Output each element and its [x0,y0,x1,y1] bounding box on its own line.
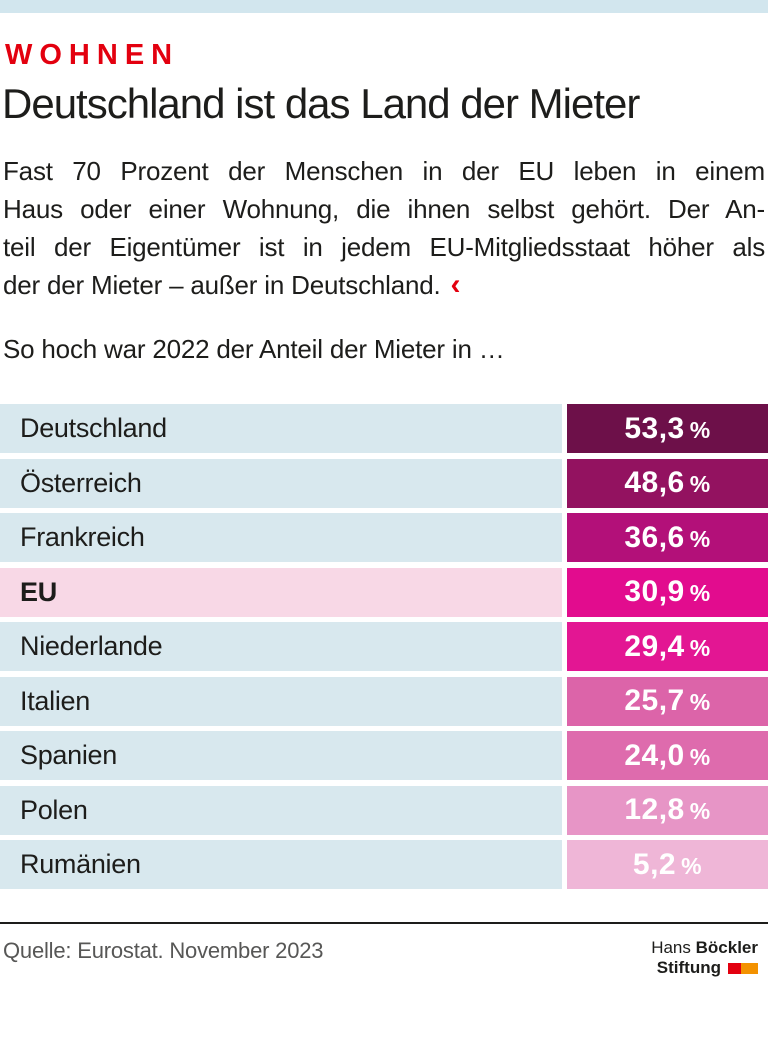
value-number: 30,9 [624,575,685,609]
value-badge: 36,6% [567,513,768,563]
logo-name-regular: Hans [651,938,691,958]
intro-line: teil der Eigentümer ist in jedem EU-Mitg… [3,232,765,263]
value-badge: 5,2% [567,840,768,890]
value-number: 53,3 [624,411,685,445]
country-label: Frankreich [0,513,562,563]
source-note: Quelle: Eurostat. November 2023 [3,938,324,964]
intro-paragraph: Fast 70 Prozent der Menschen in der EU l… [3,152,765,304]
country-label: Deutschland [0,404,562,454]
logo-squares [728,963,758,975]
table-row: Deutschland 53,3% [0,404,768,454]
table-row: Polen 12,8% [0,785,768,835]
table-row: Frankreich 36,6% [0,513,768,563]
value-badge: 53,3% [567,404,768,454]
table-row: Österreich 48,6% [0,458,768,508]
table-row: Spanien 24,0% [0,731,768,781]
value-number: 29,4 [624,629,685,663]
country-label: Spanien [0,731,562,781]
value-badge: 48,6% [567,458,768,508]
page-title: Deutschland ist das Land der Mieter [2,80,640,127]
value-number: 12,8 [624,793,685,827]
percent-sign: % [689,634,711,661]
kicker: WOHNEN [5,39,180,71]
value-badge: 25,7% [567,676,768,726]
logo-orange-square-icon [741,963,758,975]
value-badge: 30,9% [567,567,768,617]
percent-sign: % [689,580,711,607]
value-badge: 29,4% [567,622,768,672]
country-label: Niederlande [0,622,562,672]
table-row: Niederlande 29,4% [0,622,768,672]
intro-line-text: der der Mieter – außer in Deutschland. [3,270,441,301]
logo-red-square-icon [728,963,741,975]
percent-sign: % [689,525,711,552]
country-label: Österreich [0,458,562,508]
value-number: 36,6 [624,520,685,554]
country-label: Polen [0,785,562,835]
value-number: 5,2 [632,847,677,881]
percent-sign: % [689,798,711,825]
intro-line: Haus oder einer Wohnung, die ihnen selbs… [3,194,765,225]
value-number: 24,0 [624,738,685,772]
value-badge: 12,8% [567,785,768,835]
logo-name-bold: Böckler [695,938,758,958]
article-end-icon: ‹ [450,268,461,302]
percent-sign: % [689,743,711,770]
value-number: 48,6 [624,466,685,500]
percent-sign: % [689,471,711,498]
intro-line: Fast 70 Prozent der Menschen in der EU l… [3,156,765,187]
chart-subtitle: So hoch war 2022 der Anteil der Mieter i… [3,334,505,365]
footer-divider [0,922,768,925]
top-accent-bar [0,0,768,13]
logo-line-1: Hans Böckler [651,938,758,958]
table-row-highlight: EU 30,9% [0,567,768,617]
value-number: 25,7 [624,684,685,718]
footer: Quelle: Eurostat. November 2023 Hans Böc… [0,932,768,978]
logo-line-2: Stiftung [651,958,758,978]
logo-stiftung: Stiftung [656,958,721,978]
value-table: Deutschland 53,3% Österreich 48,6% Frank… [0,404,768,890]
country-label: Rumänien [0,840,562,890]
country-label: EU [0,567,562,617]
country-label: Italien [0,676,562,726]
table-row: Rumänien 5,2% [0,840,768,890]
percent-sign: % [689,416,711,443]
table-row: Italien 25,7% [0,676,768,726]
percent-sign: % [689,689,711,716]
value-badge: 24,0% [567,731,768,781]
hans-boeckler-stiftung-logo: Hans Böckler Stiftung [651,938,758,978]
percent-sign: % [681,852,703,879]
intro-line: der der Mieter – außer in Deutschland. ‹ [3,266,765,304]
